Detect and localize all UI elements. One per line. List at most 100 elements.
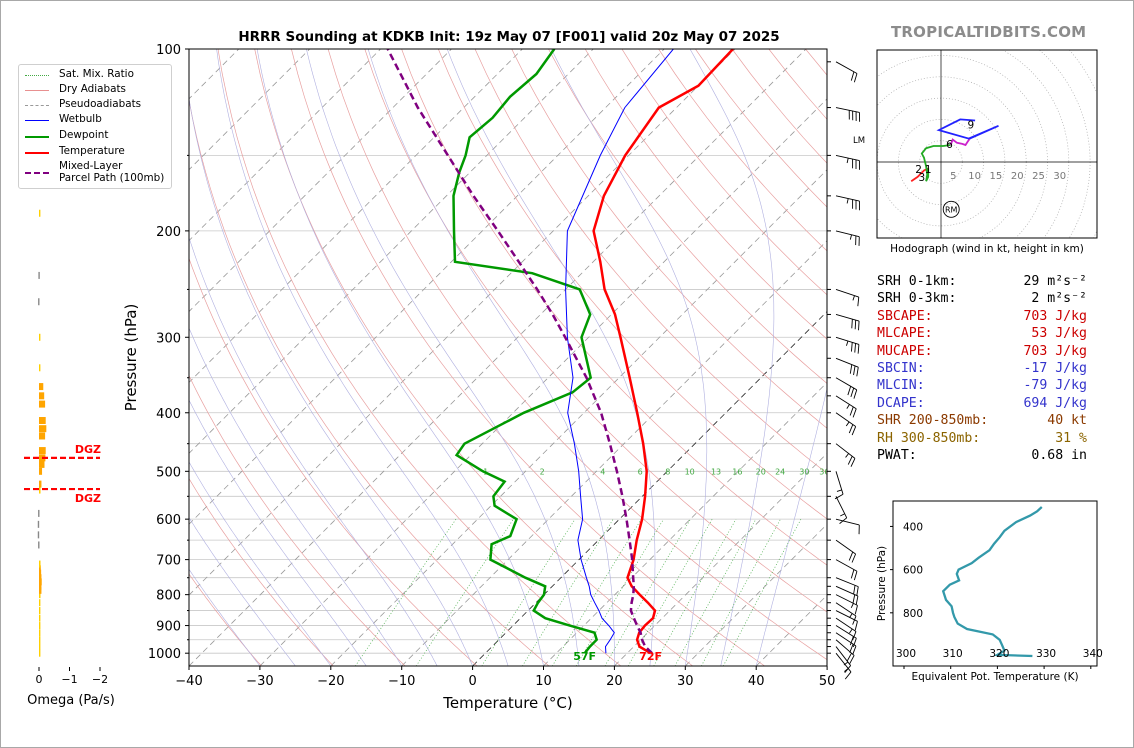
omega-bar <box>37 531 40 539</box>
moist-adiabat <box>689 49 775 666</box>
barb-flag <box>847 456 853 465</box>
barb-flag <box>851 426 857 436</box>
barb-flag <box>846 652 852 662</box>
y-tick-label: 900 <box>156 620 181 635</box>
barb-flag <box>854 320 857 330</box>
barb-flag <box>852 615 857 625</box>
mixing-ratio-label: 16 <box>732 468 742 477</box>
mixing-ratio-label: 6 <box>638 468 643 477</box>
omega-bar <box>39 480 42 488</box>
barb-flag <box>854 621 858 631</box>
isotherm <box>189 49 736 596</box>
mixing-ratio-label: 20 <box>756 468 766 477</box>
omega-bar <box>39 425 47 433</box>
stat-value: 2 m²s⁻² <box>1031 291 1087 307</box>
theta-e-trace <box>941 506 1043 658</box>
mixing-ratio-label: 4 <box>600 468 605 477</box>
omega-bar <box>39 447 46 455</box>
stat-mucape: MUCAPE: 703 J/kg <box>877 343 1087 360</box>
wind-barb <box>835 585 859 606</box>
dry-adiabat <box>217 49 622 666</box>
moist-adiabat <box>189 236 438 666</box>
moist-adiabat <box>189 568 261 666</box>
stat-label: SBCIN: <box>877 360 925 376</box>
omega-bar <box>39 432 46 440</box>
stat-value: 703 J/kg <box>1023 308 1087 324</box>
omega-bar <box>39 486 41 494</box>
barb-flag <box>849 643 854 653</box>
mixing-ratio-label: 24 <box>775 468 785 477</box>
stat-label: DCAPE: <box>877 395 925 411</box>
barb-half-flag <box>846 404 850 409</box>
x-tick-label: 40 <box>748 674 765 689</box>
barb-half-flag <box>836 489 842 492</box>
dry-adiabat <box>189 98 550 666</box>
omega-bar <box>39 586 42 594</box>
barb-staff <box>835 585 859 597</box>
mixing-ratio-line <box>604 519 691 666</box>
stat-srh-0-3km: SRH 0-3km: 2 m²s⁻² <box>877 290 1087 307</box>
surface-temperature-label: 72F <box>639 650 662 663</box>
omega-bar <box>38 509 40 517</box>
dry-adiabat <box>511 49 827 429</box>
omega-bar <box>39 607 41 615</box>
barb-flag <box>848 424 854 434</box>
omega-bar <box>39 392 45 400</box>
dry-adiabat <box>189 477 334 666</box>
wind-barb <box>835 314 860 331</box>
omega-bar <box>39 578 42 586</box>
mixing-ratio-label: 10 <box>685 468 695 477</box>
wind-barb <box>835 443 856 467</box>
dry-adiabat <box>437 49 827 520</box>
mixing-ratio-label: 2 <box>540 468 545 477</box>
wind-barb <box>835 539 857 563</box>
stat-value: 0.68 in <box>1031 447 1087 463</box>
stat-value: 31 % <box>1055 430 1087 446</box>
y-tick-label: 500 <box>156 465 181 480</box>
legend-label: Sat. Mix. Ratio <box>59 68 134 80</box>
moist-adiabat <box>551 49 708 666</box>
surface-dewpoint-label: 57F <box>573 650 596 663</box>
barb-flag <box>852 645 857 655</box>
barb-staff <box>835 577 859 588</box>
stat-label: SRH 0-3km: <box>877 291 957 307</box>
barb-half-flag <box>852 295 855 301</box>
stat-label: MLCAPE: <box>877 326 933 342</box>
wind-barb <box>835 395 857 418</box>
wind-barb <box>835 518 860 535</box>
omega-bar <box>39 364 41 372</box>
theta-e-x-title: Equivalent Pot. Temperature (K) <box>911 671 1078 683</box>
wind-barb <box>835 61 858 83</box>
barb-staff <box>835 443 856 459</box>
barb-staff <box>835 646 851 666</box>
wind-barb <box>835 602 857 625</box>
theta-e-x-tick-label: 340 <box>1083 648 1103 660</box>
hodograph-height-label: 3 <box>918 172 925 184</box>
hodograph-height-label: 1 <box>925 164 932 176</box>
barb-staff <box>835 289 859 298</box>
omega-bar <box>39 333 41 341</box>
legend-label: Temperature <box>59 145 125 157</box>
omega-bar <box>39 629 41 637</box>
barb-flag <box>854 605 858 615</box>
wind-barb <box>835 646 851 673</box>
x-tick-label: −20 <box>317 674 344 689</box>
omega-bar <box>39 569 42 577</box>
legend-label: Dry Adiabats <box>59 83 126 95</box>
isotherm <box>614 452 827 666</box>
barb-flag <box>852 638 857 648</box>
stat-sbcin: SBCIN: -17 J/kg <box>877 360 1087 377</box>
omega-bar <box>38 541 40 549</box>
barb-staff <box>835 625 857 639</box>
barb-flag <box>839 517 848 524</box>
omega-bar <box>39 636 41 644</box>
barb-staff <box>835 639 855 656</box>
barb-flag <box>849 655 855 664</box>
x-tick-label: 10 <box>535 674 552 689</box>
barb-staff <box>835 412 856 427</box>
stat-mlcape: MLCAPE: 53 J/kg <box>877 325 1087 342</box>
barb-flag <box>848 551 854 561</box>
theta-e-panel: 400 600 800 300 310 320 330 340 Equivalent Pot. … <box>876 500 1103 683</box>
